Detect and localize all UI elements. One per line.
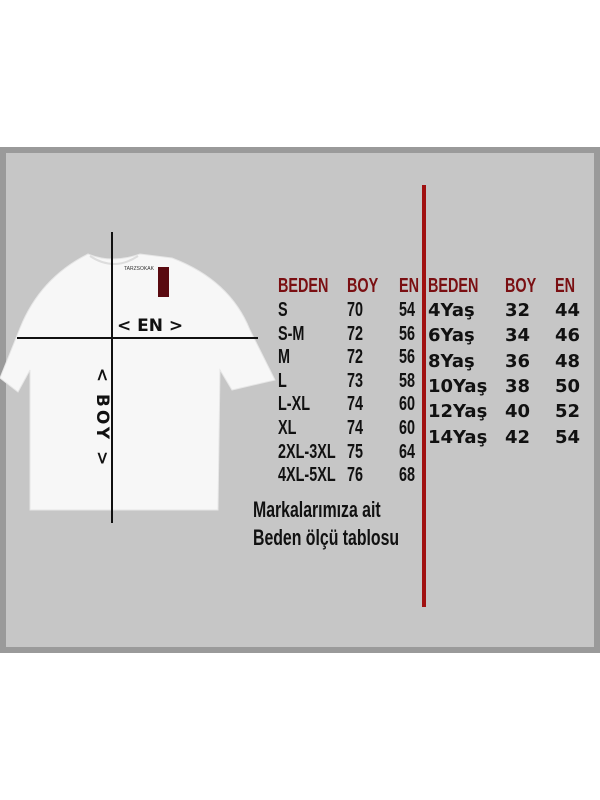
- adult-cell: 54: [399, 299, 416, 321]
- adult-cell: 58: [399, 369, 416, 392]
- adult-cell: S-M: [278, 322, 305, 345]
- adult-header-en: EN: [399, 275, 420, 297]
- kids-cell: 54: [555, 426, 581, 448]
- adult-cell: 60: [399, 417, 416, 439]
- adult-cell: 64: [399, 440, 416, 463]
- adult-cell: 56: [399, 346, 416, 369]
- tshirt-illustration: TARZSOKAK: [0, 232, 276, 523]
- kids-cell: 48: [555, 350, 581, 372]
- kids-cell: 10Yaş: [428, 375, 488, 397]
- adult-cell: 68: [399, 464, 416, 487]
- adult-cell: XL: [278, 417, 297, 439]
- kids-cell: 46: [555, 325, 581, 347]
- kids-cell: 42: [505, 426, 531, 448]
- adult-header-beden: BEDEN: [278, 275, 329, 297]
- tag-brand-text: TARZSOKAK: [124, 266, 155, 272]
- table-divider: [422, 185, 426, 607]
- length-label: < BOY >: [92, 367, 112, 469]
- kids-cell: 32: [505, 300, 531, 321]
- adult-header-boy: BOY: [347, 275, 379, 297]
- adult-cell: 72: [347, 346, 364, 369]
- adult-cell: 70: [347, 299, 364, 321]
- kids-cell: 34: [505, 325, 531, 347]
- adult-cell: S: [278, 299, 288, 321]
- kids-cell: 38: [505, 375, 531, 397]
- adult-cell: 74: [347, 417, 364, 439]
- adult-cell: L-XL: [278, 393, 310, 416]
- kids-cell: 50: [555, 375, 581, 397]
- adult-cell: 72: [347, 322, 364, 345]
- adult-cell: L: [278, 369, 287, 392]
- kids-header-en: EN: [555, 275, 576, 297]
- adult-cell: 60: [399, 393, 416, 416]
- kids-cell: 4Yaş: [428, 300, 475, 321]
- adult-cell: M: [278, 346, 291, 369]
- kids-cell: 40: [505, 401, 531, 423]
- adult-cell: 74: [347, 393, 364, 416]
- footer-line-1: Markalarımıza ait: [253, 497, 381, 522]
- adult-cell: 56: [399, 322, 416, 345]
- kids-cell: 6Yaş: [428, 325, 475, 347]
- adult-cell: 2XL-3XL: [278, 440, 336, 463]
- kids-cell: 14Yaş: [428, 426, 488, 448]
- adult-cell: 73: [347, 369, 364, 392]
- kids-cell: 44: [555, 300, 581, 321]
- adult-cell: 75: [347, 440, 364, 463]
- width-label: < EN >: [117, 316, 184, 336]
- brand-tag: [158, 267, 169, 297]
- kids-cell: 52: [555, 401, 581, 423]
- adult-cell: 76: [347, 464, 364, 487]
- kids-cell: 8Yaş: [428, 350, 475, 372]
- kids-header-beden: BEDEN: [428, 275, 479, 297]
- kids-cell: 12Yaş: [428, 401, 488, 423]
- adult-cell: 4XL-5XL: [278, 464, 336, 487]
- kids-header-boy: BOY: [505, 275, 537, 297]
- kids-cell: 36: [505, 350, 531, 372]
- footer-line-2: Beden ölçü tablosu: [253, 525, 400, 550]
